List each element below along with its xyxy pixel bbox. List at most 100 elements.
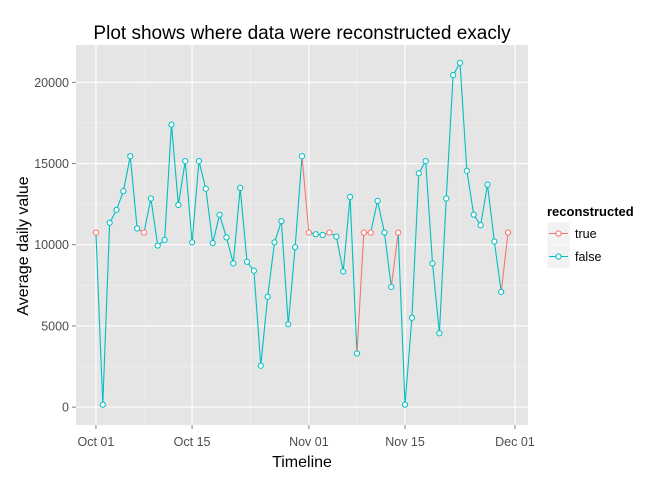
series-segment-false (383, 232, 392, 288)
data-point-false (340, 268, 347, 275)
data-point-false (106, 219, 113, 226)
data-point-false (298, 153, 306, 160)
series-segment-false (445, 75, 454, 199)
series-segment-false (102, 222, 111, 405)
data-point-false (257, 362, 264, 369)
data-point-true (92, 229, 100, 236)
data-point-false (450, 71, 457, 79)
legend-key-point (555, 253, 562, 260)
series-segment-false (486, 184, 495, 242)
series-segment-false (177, 161, 186, 206)
data-point-false (415, 170, 422, 177)
series-segment-false (170, 124, 179, 206)
data-point-false (99, 401, 106, 408)
data-point-false (161, 236, 168, 243)
series-segment-false (205, 188, 214, 244)
series-segment-false (184, 161, 193, 243)
plot-panel (76, 45, 528, 425)
series-segment-false (425, 161, 434, 264)
data-point-false (237, 184, 244, 192)
legend: reconstructed true false (546, 204, 634, 269)
data-point-false (264, 293, 271, 300)
data-point-false (463, 167, 470, 174)
series-segment-false (267, 242, 276, 297)
series-segment-false (122, 156, 131, 192)
data-point-false (182, 158, 189, 165)
series-segment-false (397, 232, 406, 405)
legend-key-point (555, 230, 562, 237)
data-point-false (216, 211, 223, 218)
series-lines (95, 62, 509, 405)
data-point-false (285, 321, 292, 328)
series-segment-false (95, 232, 104, 405)
legend-key-true (546, 221, 571, 246)
series-segment-false (212, 214, 221, 244)
series-segment-false (370, 200, 379, 233)
data-point-false (353, 350, 361, 357)
series-segment-false (287, 247, 296, 325)
x-tick-label: Dec 01 (495, 435, 535, 449)
series-segment-false (198, 160, 207, 189)
y-tick-label: 0 (62, 401, 69, 415)
series-segment-false (232, 187, 241, 264)
data-point-false (195, 158, 203, 165)
data-point-false (223, 234, 230, 241)
x-axis: Oct 01 Oct 15 Nov 01 Nov 15 Dec 01 (78, 425, 535, 449)
data-point-true (326, 229, 333, 236)
series-segment-false (480, 184, 489, 226)
series-segment-false (225, 237, 234, 264)
data-point-true (140, 229, 148, 236)
series-segment-false (438, 198, 447, 334)
data-point-false (443, 195, 450, 202)
series-segment-false (404, 317, 413, 405)
data-point-false (484, 181, 491, 188)
y-tick-label: 10000 (34, 238, 69, 252)
series-segment-false (349, 196, 358, 354)
x-tick-label: Nov 15 (385, 435, 425, 449)
legend-title: reconstructed (547, 204, 634, 219)
chart-title: Plot shows where data were reconstructed… (93, 23, 511, 44)
data-point-false (292, 244, 299, 251)
data-point-true (367, 229, 374, 236)
series-segment-true (356, 232, 365, 354)
series-segment-false (260, 296, 269, 366)
series-points (92, 59, 512, 408)
data-point-false (230, 260, 237, 267)
data-point-false (491, 238, 498, 245)
minor-gridlines (76, 45, 528, 425)
legend-label-false: false (575, 250, 601, 264)
data-point-false (346, 193, 354, 200)
series-segment-true (390, 232, 399, 288)
series-segment-false (280, 221, 289, 325)
data-point-true (305, 229, 312, 236)
x-tick-label: Nov 01 (289, 435, 329, 449)
data-point-false (250, 267, 258, 274)
series-segment-false (342, 196, 351, 272)
series-segment-false (493, 241, 502, 292)
data-point-false (271, 239, 278, 246)
data-point-false (319, 231, 326, 239)
y-tick-label: 5000 (41, 319, 69, 333)
legend-label-true: true (575, 227, 597, 241)
data-point-false (168, 121, 175, 128)
data-point-false (381, 229, 388, 236)
y-axis: 0 5000 10000 15000 20000 (34, 76, 76, 415)
series-segment-false (459, 62, 468, 171)
data-point-false (278, 218, 285, 225)
series-segment-false (273, 221, 282, 243)
data-point-false (134, 225, 141, 232)
data-point-false (498, 288, 505, 295)
series-segment-false (253, 270, 262, 366)
data-point-false (422, 158, 429, 165)
series-segment-false (294, 156, 303, 248)
data-point-false (209, 240, 216, 247)
data-point-false (188, 239, 196, 246)
data-point-false (429, 260, 436, 267)
x-tick-label: Oct 15 (174, 435, 211, 449)
data-point-false (401, 401, 409, 408)
data-point-false (202, 185, 209, 192)
data-point-false (120, 188, 127, 195)
y-tick-label: 15000 (34, 157, 69, 171)
series-segment-false (191, 161, 200, 243)
data-point-true (395, 229, 402, 236)
